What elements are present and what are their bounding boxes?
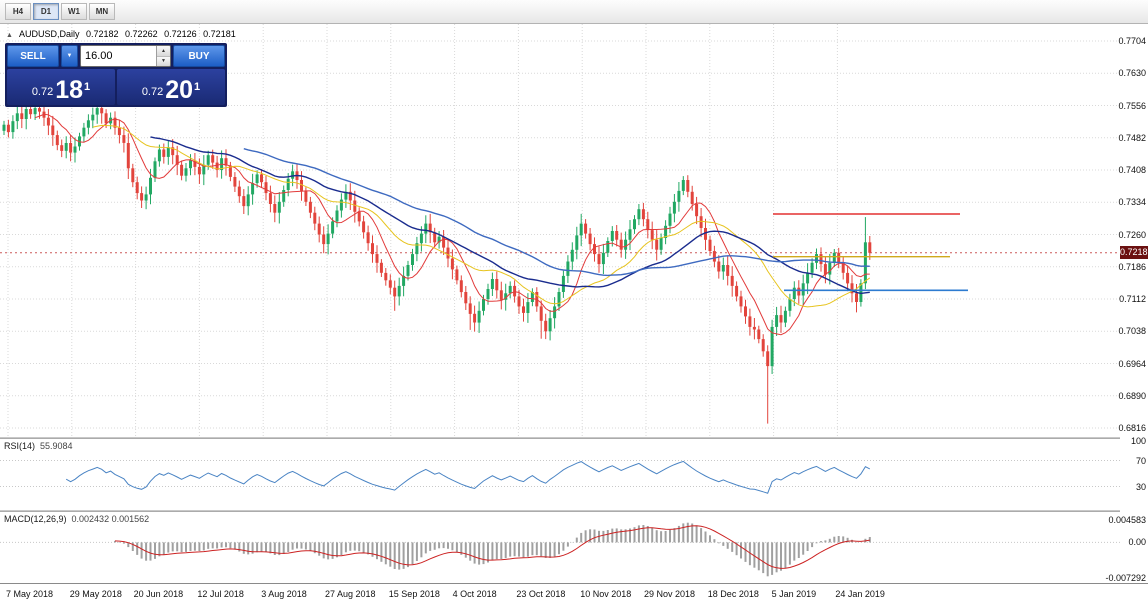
rsi-chart [0, 460, 1120, 494]
macd-axis-label: 0.00 [1128, 537, 1146, 548]
macd-axis-label: -0.007292 [1105, 573, 1146, 583]
date-axis-label: 5 Jan 2019 [771, 589, 817, 599]
panel-splitter[interactable] [0, 510, 1148, 512]
buy-price-display[interactable]: 0.72 20 1 [117, 69, 225, 105]
sell-price-prefix: 0.72 [31, 86, 54, 98]
price-axis-label: 0.6816 [1118, 423, 1146, 433]
sell-button[interactable]: SELL [7, 45, 59, 67]
ohlc-close: 0.72181 [203, 29, 236, 39]
price-axis-label: 0.7186 [1118, 261, 1146, 272]
price-axis-label: 0.7482 [1118, 132, 1146, 143]
macd-label: MACD(12,26,9) [4, 514, 67, 524]
macd-panel[interactable]: MACD(12,26,9) 0.002432 0.001562 [0, 512, 1121, 583]
date-axis: 7 May 2018 29 May 2018 20 Jun 2018 12 Jul 2… [0, 583, 1148, 605]
date-axis-label: 27 Aug 2018 [325, 589, 376, 599]
volume-spinner: ▲ ▼ [156, 46, 170, 66]
timeframe-toolbar: H4 D1 W1 MN [0, 0, 1148, 24]
collapse-trade-panel-icon[interactable]: ▲ [6, 32, 13, 39]
date-axis-label: 15 Sep 2018 [388, 589, 440, 599]
sell-price-big: 18 [55, 76, 84, 104]
sell-price-sup: 1 [84, 81, 91, 93]
volume-input[interactable] [81, 46, 156, 66]
rsi-axis-label: 30 [1135, 481, 1146, 492]
chart-ohlc-header: ▲ AUDUSD,Daily 0.72182 0.72262 0.72126 0… [6, 29, 240, 39]
macd-axis-label: 0.004583 [1108, 515, 1146, 525]
price-axis-label: 0.7334 [1118, 197, 1146, 208]
date-axis-label: 29 Nov 2018 [644, 589, 696, 599]
chevron-down-icon: ▼ [66, 53, 73, 59]
macd-chart [0, 522, 1120, 577]
ohlc-low: 0.72126 [164, 29, 197, 39]
date-axis-label: 7 May 2018 [6, 589, 54, 599]
ohlc-high: 0.72262 [125, 29, 158, 39]
date-axis-label: 3 Aug 2018 [261, 589, 307, 599]
candlestick-chart[interactable] [0, 24, 1120, 437]
price-axis-label: 0.7408 [1118, 165, 1146, 175]
date-axis-label: 23 Oct 2018 [516, 589, 566, 599]
price-axis-label: 0.6964 [1118, 358, 1146, 369]
macd-values: 0.002432 0.001562 [71, 514, 150, 524]
spinner-down-icon[interactable]: ▼ [157, 56, 170, 66]
price-axis-label: 0.7260 [1118, 229, 1146, 240]
price-axis-label: 0.7556 [1118, 100, 1146, 111]
current-price-badge: 0.72181 [1120, 246, 1148, 260]
timeframe-button-h4[interactable]: H4 [5, 3, 31, 20]
rsi-header: RSI(14) 55.9084 [4, 441, 73, 451]
symbol-label: AUDUSD,Daily [18, 29, 80, 39]
timeframe-button-w1[interactable]: W1 [61, 3, 87, 20]
rsi-panel[interactable]: RSI(14) 55.9084 [0, 439, 1121, 510]
date-axis-label: 29 May 2018 [69, 589, 122, 599]
date-axis-label: 20 Jun 2018 [133, 589, 184, 599]
date-axis-label: 4 Oct 2018 [452, 589, 497, 599]
date-axis-label: 18 Dec 2018 [707, 589, 759, 599]
one-click-trading-panel: SELL ▼ ▲ ▼ BUY 0.72181 0.722 [5, 43, 227, 107]
price-axis-label: 0.7704 [1118, 36, 1146, 46]
rsi-axis-label: 100 [1130, 436, 1146, 446]
date-axis-label: 12 Jul 2018 [197, 589, 244, 599]
price-axis-label: 0.7038 [1118, 326, 1146, 337]
rsi-label: RSI(14) [4, 441, 36, 451]
date-axis-label: 24 Jan 2019 [835, 589, 885, 599]
buy-price-big: 20 [165, 76, 194, 104]
spinner-up-icon[interactable]: ▲ [157, 46, 170, 57]
sell-price-display[interactable]: 0.72 18 1 [7, 69, 115, 105]
buy-price-prefix: 0.72 [141, 86, 164, 98]
rsi-value: 55.9084 [40, 441, 73, 451]
volume-field: ▲ ▼ [80, 45, 171, 67]
rsi-axis-label: 70 [1135, 455, 1146, 466]
buy-price-sup: 1 [194, 81, 201, 93]
main-chart-panel[interactable]: ▲ AUDUSD,Daily 0.72182 0.72262 0.72126 0… [0, 24, 1121, 437]
date-axis-label: 10 Nov 2018 [580, 589, 632, 599]
macd-header: MACD(12,26,9) 0.002432 0.001562 [4, 514, 149, 524]
buy-button[interactable]: BUY [173, 45, 225, 67]
order-options-dropdown[interactable]: ▼ [61, 45, 78, 67]
panel-splitter[interactable] [0, 437, 1148, 439]
timeframe-button-mn[interactable]: MN [89, 3, 115, 20]
timeframe-button-d1[interactable]: D1 [33, 3, 59, 20]
price-axis-label: 0.6890 [1118, 390, 1146, 401]
price-axis-label: 0.7630 [1118, 68, 1146, 79]
price-axis: 0.7704 0.7630 0.7556 0.7482 0.7408 0.7334 0.72… [1105, 24, 1148, 583]
ohlc-open: 0.72182 [85, 29, 119, 39]
price-axis-label: 0.7112 [1119, 294, 1146, 304]
